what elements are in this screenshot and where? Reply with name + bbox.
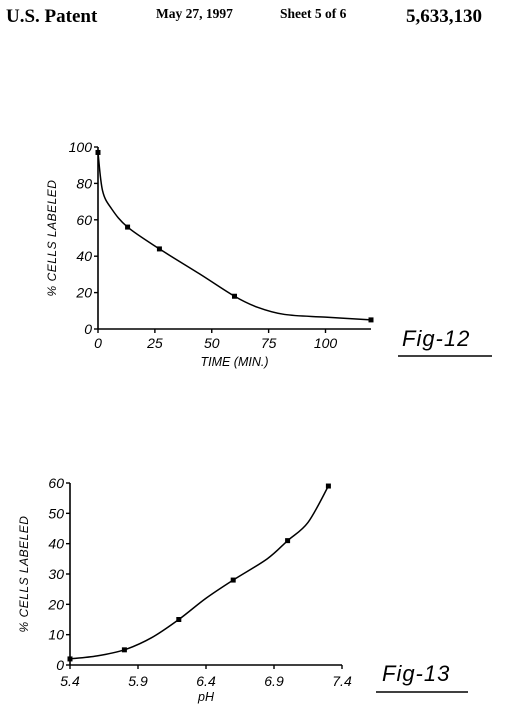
x-tick-label: 100 <box>314 335 338 351</box>
data-point <box>285 538 291 544</box>
page-header: U.S. Patent May 27, 1997 Sheet 5 of 6 5,… <box>0 0 520 30</box>
series-line <box>69 485 330 660</box>
sheet-number: Sheet 5 of 6 <box>280 6 347 21</box>
y-tick-label: 100 <box>69 139 93 155</box>
x-tick-label: 75 <box>261 335 277 351</box>
publication-date: May 27, 1997 <box>156 6 233 21</box>
y-axis-label: % CELLS LABELED <box>45 180 59 297</box>
y-tick-label: 10 <box>48 627 64 643</box>
x-tick-label: 25 <box>146 335 163 351</box>
x-tick-label: 5.4 <box>60 673 80 689</box>
data-point <box>95 149 101 155</box>
data-point <box>67 656 73 662</box>
y-tick-label: 50 <box>48 505 64 521</box>
x-tick-label: 6.4 <box>196 673 216 689</box>
x-tick-label: 6.9 <box>264 673 284 689</box>
y-tick-label: 0 <box>56 657 64 673</box>
series-line <box>97 152 372 321</box>
data-point <box>325 483 331 489</box>
x-tick-label: 50 <box>204 335 220 351</box>
y-tick-label: 60 <box>76 212 92 228</box>
x-axis-label: TIME (MIN.) <box>200 355 268 369</box>
data-point <box>156 246 162 252</box>
figure-label: Fig-12 <box>402 326 470 351</box>
y-tick-label: 40 <box>48 536 64 552</box>
publication-label: U.S. Patent <box>6 6 98 27</box>
y-tick-label: 40 <box>76 248 92 264</box>
x-tick-label: 0 <box>94 335 102 351</box>
y-tick-label: 80 <box>76 175 92 191</box>
patent-number: 5,633,130 <box>406 6 482 27</box>
data-point <box>176 617 182 622</box>
data-point <box>230 577 236 583</box>
y-tick-label: 20 <box>47 596 64 612</box>
data-point <box>125 224 131 230</box>
figure-label: Fig-13 <box>382 661 450 686</box>
y-tick-label: 60 <box>48 475 64 491</box>
x-tick-label: 5.9 <box>128 673 148 689</box>
data-point <box>232 293 237 299</box>
y-tick-label: 20 <box>75 285 92 301</box>
data-point <box>368 317 374 323</box>
data-point <box>121 647 127 653</box>
y-tick-label: 30 <box>48 566 64 582</box>
y-tick-label: 0 <box>84 321 92 337</box>
y-axis-label: % CELLS LABELED <box>17 516 31 633</box>
x-tick-label: 7.4 <box>332 673 352 689</box>
x-axis-label: pH <box>197 690 215 704</box>
